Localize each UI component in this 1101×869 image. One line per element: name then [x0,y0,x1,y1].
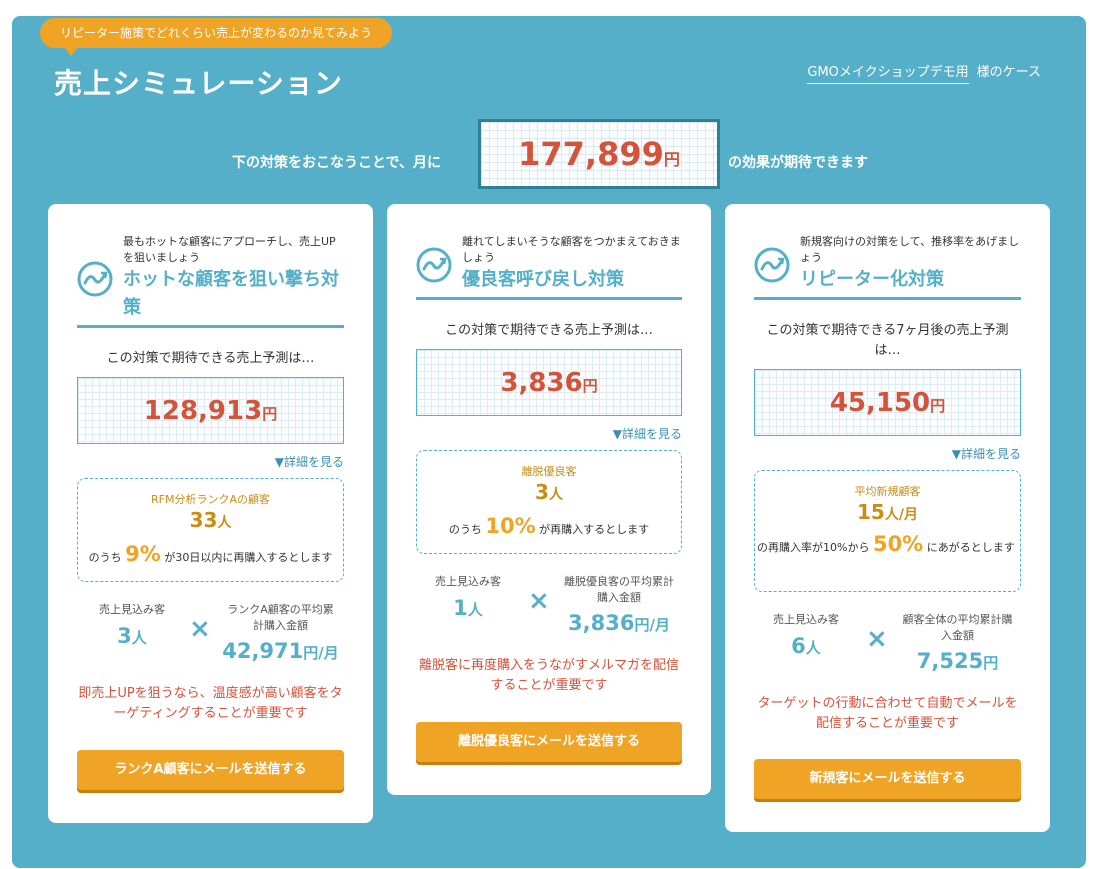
send-mail-button-winback[interactable]: 離脱優良客にメールを送信する [416,722,682,762]
card-heading: 優良客呼び戻し対策 [462,269,624,290]
segment-unit: 人 [217,515,232,531]
prospect-unit: 人 [805,639,821,657]
average-amount: 7,525 [916,649,984,673]
segment-box: 平均新規顧客 15人/月 の再購入率が10%から 50% にあがるとします [754,470,1021,592]
prospect-unit: 人 [467,601,483,619]
boomerang-icon [77,261,113,297]
detail-link[interactable]: ▼詳細を見る [274,455,344,469]
card-header: 最もホットな顧客にアプローチし、売上UPを狙いましょう ホットな顧客を狙い撃ち対… [77,234,344,328]
segment-count: 15 [857,500,885,524]
card-heading: リピーター化対策 [800,269,944,290]
forecast-unit: 円 [930,397,946,415]
detail-link[interactable]: ▼詳細を見る [612,427,682,441]
average-unit: 円 [983,654,999,672]
calc-row: 売上見込み客 1人 × 離脱優良客の平均累計購入金額 3,836円/月 [416,574,682,640]
forecast-lead: この対策で期待できる売上予測は… [106,351,315,366]
total-effect-amount: 177,899 [518,135,664,173]
strategy-note: 離脱客に再度購入をうながすメルマガを配信することが重要です [418,658,679,693]
page-title: 売上シミュレーション [54,67,343,100]
strategy-card-repeater: 新規客向けの対策をして、推移率をあげましょう リピーター化対策 この対策で期待で… [725,204,1050,832]
rate-value: 50% [872,532,924,556]
average-unit: 円/月 [303,644,339,662]
case-info: GMOメイクショップデモ用 様のケース [807,61,1041,84]
total-effect-unit: 円 [663,150,680,169]
strategy-note: ターゲットの行動に合わせて自動でメールを配信することが重要です [757,696,1018,731]
card-subtitle: 離れてしまいそうな顧客をつかまえておきましょう [462,235,681,264]
rate-pre: のうち [448,523,482,536]
forecast-box: 45,150円 [754,369,1021,436]
headline-pre: 下の対策をおこなうことで、月に [231,155,441,171]
segment-box: RFM分析ランクAの顧客 33人 のうち 9% が30日以内に再購入するとします [77,478,344,582]
strategy-card-winback: 離れてしまいそうな顧客をつかまえておきましょう 優良客呼び戻し対策 この対策で期… [387,204,711,795]
rate-value: 10% [485,514,536,538]
card-subtitle: 新規客向けの対策をして、推移率をあげましょう [800,235,1020,264]
headline-post: の効果が期待できます [728,155,868,171]
average-unit: 円/月 [634,616,670,634]
shop-name-link[interactable]: GMOメイクショップデモ用 [807,65,969,84]
rate-pre: のうち [88,551,122,564]
prospect-unit: 人 [131,629,147,647]
boomerang-icon [754,247,790,283]
segment-label: RFM分析ランクAの顧客 [151,493,270,506]
calc-row: 売上見込み客 6人 × 顧客全体の平均累計購入金額 7,525円 [754,612,1021,678]
card-subtitle: 最もホットな顧客にアプローチし、売上UPを狙いましょう [123,235,336,264]
prospect-count: 1 [453,596,468,620]
segment-label: 離脱優良客 [521,465,577,478]
segment-unit: 人/月 [884,507,918,523]
case-suffix: 様のケース [976,65,1041,80]
card-heading: ホットな顧客を狙い撃ち対策 [123,269,339,318]
segment-count: 33 [189,508,218,532]
rate-post: が30日以内に再購入するとします [164,551,333,564]
card-header: 離れてしまいそうな顧客をつかまえておきましょう 優良客呼び戻し対策 [416,234,682,300]
multiply-icon: × [528,586,550,616]
strategy-note: 即売上UPを狙うなら、温度感が高い顧客をターゲティングすることが重要です [78,686,343,721]
prospect-label: 売上見込み客 [435,575,501,588]
boomerang-icon [416,247,452,283]
segment-unit: 人 [548,487,563,503]
rate-pre: の再購入率が10%から [757,541,870,554]
detail-link[interactable]: ▼詳細を見る [951,447,1021,461]
forecast-unit: 円 [262,405,278,423]
headline: 下の対策をおこなうことで、月に 177,899円 の効果が期待できます [12,119,1086,189]
card-header: 新規客向けの対策をして、推移率をあげましょう リピーター化対策 [754,234,1021,300]
forecast-lead: この対策で期待できる7ヶ月後の売上予測は… [766,323,1009,358]
prospect-label: 売上見込み客 [99,603,165,616]
multiply-icon: × [866,624,888,654]
forecast-box: 128,913円 [77,377,344,444]
segment-label: 平均新規顧客 [854,485,921,498]
send-mail-button-rank-a[interactable]: ランクA顧客にメールを送信する [77,750,344,790]
average-amount: 42,971 [222,639,304,663]
forecast-amount: 45,150 [829,388,931,418]
send-mail-button-new-customers[interactable]: 新規客にメールを送信する [754,759,1021,799]
average-label: ランクA顧客の平均累計購入金額 [227,603,334,632]
segment-count: 3 [535,480,549,504]
forecast-amount: 128,913 [143,396,263,426]
forecast-box: 3,836円 [416,349,682,416]
segment-box: 離脱優良客 3人 のうち 10% が再購入するとします [416,450,682,554]
average-label: 離脱優良客の平均累計購入金額 [564,575,674,604]
multiply-icon: × [189,614,211,644]
strategy-card-hot: 最もホットな顧客にアプローチし、売上UPを狙いましょう ホットな顧客を狙い撃ち対… [48,204,373,823]
calc-row: 売上見込み客 3人 × ランクA顧客の平均累計購入金額 42,971円/月 [77,602,344,668]
forecast-amount: 3,836 [500,368,583,398]
total-effect-box: 177,899円 [478,119,720,189]
forecast-lead: この対策で期待できる売上予測は… [445,323,653,338]
average-amount: 3,836 [568,611,635,635]
average-label: 顧客全体の平均累計購入金額 [902,613,1013,642]
forecast-unit: 円 [582,377,598,395]
intro-tag: リピーター施策でどれくらい売上が変わるのか見てみよう [40,18,393,56]
rate-post: が再購入するとします [539,523,650,536]
rate-value: 9% [125,542,161,566]
prospect-count: 3 [117,624,132,648]
rate-post: にあがるとします [926,541,1015,554]
prospect-count: 6 [791,634,806,658]
prospect-label: 売上見込み客 [773,613,839,626]
